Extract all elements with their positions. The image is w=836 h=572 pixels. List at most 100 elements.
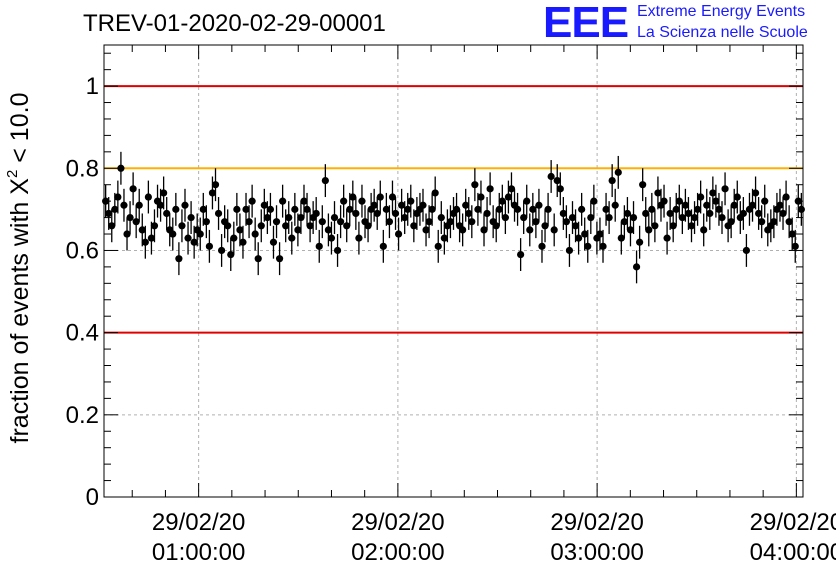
data-point bbox=[480, 226, 488, 234]
data-point bbox=[599, 242, 607, 250]
data-point bbox=[700, 226, 708, 234]
data-point bbox=[590, 197, 598, 205]
data-point bbox=[584, 242, 592, 250]
data-point bbox=[224, 222, 232, 230]
data-point bbox=[263, 213, 271, 222]
data-point bbox=[355, 234, 363, 242]
data-point bbox=[642, 209, 650, 218]
x-tick-time: 01:00:00 bbox=[152, 539, 245, 566]
data-point bbox=[742, 246, 751, 255]
data-point bbox=[446, 218, 455, 226]
data-point bbox=[196, 230, 204, 238]
data-point bbox=[385, 218, 394, 226]
data-point bbox=[172, 205, 180, 213]
data-point bbox=[721, 185, 729, 193]
data-point bbox=[300, 197, 308, 205]
x-axis-ticks: 29/02/20 01:00:00 29/02/20 02:00:00 29/02/20… bbox=[131, 45, 836, 566]
data-point bbox=[492, 222, 500, 230]
data-point bbox=[517, 250, 525, 259]
data-point bbox=[214, 209, 223, 218]
data-point bbox=[614, 168, 622, 176]
data-point bbox=[312, 209, 320, 218]
data-point bbox=[135, 201, 143, 209]
data-point bbox=[144, 193, 152, 201]
data-point bbox=[425, 218, 433, 226]
eee-logo: EEE bbox=[543, 0, 629, 47]
data-point bbox=[202, 218, 210, 226]
data-point bbox=[175, 255, 183, 263]
data-point bbox=[501, 213, 509, 222]
data-point bbox=[678, 213, 686, 222]
data-point bbox=[556, 185, 564, 193]
data-point bbox=[748, 201, 757, 209]
data-point bbox=[709, 189, 717, 197]
data-point bbox=[672, 205, 680, 213]
data-point bbox=[407, 197, 415, 205]
data-point bbox=[477, 193, 485, 201]
data-point bbox=[568, 213, 577, 222]
data-point bbox=[275, 255, 284, 263]
data-point bbox=[462, 201, 470, 209]
data-point bbox=[340, 197, 348, 205]
data-point bbox=[755, 209, 763, 218]
data-point bbox=[581, 230, 589, 238]
y-axis-label-suffix: < 10.0 bbox=[6, 93, 34, 163]
data-point bbox=[337, 218, 345, 226]
data-point bbox=[681, 201, 689, 209]
data-point bbox=[623, 209, 632, 218]
data-point bbox=[419, 201, 427, 209]
data-point bbox=[132, 218, 140, 226]
data-point bbox=[617, 234, 625, 242]
y-tick-label: 0.4 bbox=[66, 320, 99, 347]
data-point bbox=[660, 197, 668, 205]
data-point bbox=[687, 222, 696, 230]
y-tick-label: 0 bbox=[86, 484, 99, 511]
data-point bbox=[550, 226, 558, 234]
data-point bbox=[639, 181, 647, 189]
data-point bbox=[269, 238, 278, 246]
data-point bbox=[398, 201, 406, 209]
data-point bbox=[218, 246, 226, 255]
x-tick-date: 29/02/20 bbox=[550, 509, 643, 536]
data-point bbox=[437, 213, 445, 222]
threshold-lines bbox=[104, 85, 803, 334]
data-point bbox=[690, 213, 699, 222]
data-point bbox=[788, 230, 796, 238]
data-point bbox=[239, 238, 247, 246]
data-point bbox=[230, 234, 238, 242]
data-point bbox=[434, 242, 442, 250]
data-point bbox=[526, 226, 534, 234]
data-point bbox=[498, 197, 506, 205]
data-point bbox=[178, 222, 186, 230]
data-point bbox=[578, 205, 586, 213]
data-point bbox=[513, 205, 522, 213]
data-point bbox=[147, 234, 156, 242]
x-tick-date: 29/02/20 bbox=[351, 509, 444, 536]
data-point bbox=[126, 213, 134, 222]
data-point bbox=[587, 213, 595, 222]
y-tick-label: 1 bbox=[86, 73, 99, 100]
data-point bbox=[141, 238, 149, 246]
data-point bbox=[791, 242, 799, 250]
x-tick-date: 29/02/20 bbox=[152, 509, 245, 536]
data-point bbox=[333, 246, 342, 255]
data-point bbox=[233, 205, 241, 213]
data-point bbox=[785, 218, 793, 226]
data-point bbox=[394, 230, 403, 238]
data-point bbox=[120, 201, 128, 209]
data-point bbox=[712, 197, 720, 205]
data-point bbox=[266, 205, 275, 213]
data-point bbox=[636, 238, 644, 246]
data-point bbox=[632, 263, 641, 271]
data-point bbox=[285, 213, 293, 222]
data-point bbox=[187, 213, 195, 222]
data-point bbox=[620, 218, 628, 226]
data-point bbox=[465, 209, 473, 218]
data-point bbox=[330, 213, 339, 222]
data-point bbox=[428, 205, 436, 213]
data-point bbox=[382, 205, 390, 213]
data-point bbox=[648, 205, 656, 213]
data-point bbox=[190, 238, 198, 246]
data-point bbox=[391, 209, 400, 218]
data-point bbox=[108, 222, 116, 230]
